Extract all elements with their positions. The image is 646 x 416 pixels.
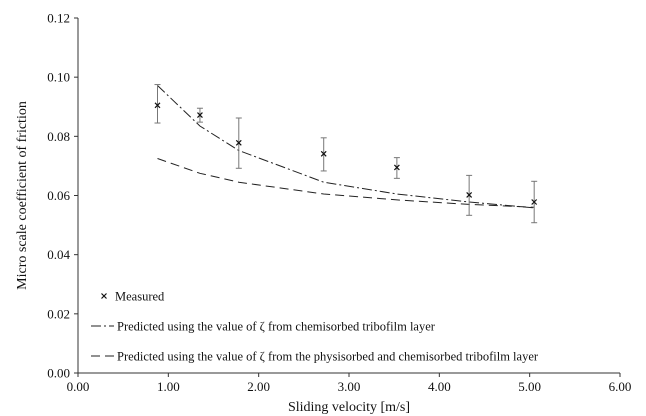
y-tick-label: 0.10 [47,70,70,85]
x-tick-label: 0.00 [67,379,90,394]
x-marker [235,139,242,146]
y-tick-label: 0.06 [47,188,70,203]
y-tick-label: 0.00 [47,366,70,381]
legend-label: Predicted using the value of ζ from chem… [117,320,436,334]
y-tick-label: 0.02 [47,306,70,321]
measured-point [393,157,400,179]
y-axis-ticks: 0.00 0.02 0.04 0.06 0.08 0.10 0.12 [47,11,78,381]
y-tick-label: 0.04 [47,247,70,262]
x-axis-title: Sliding velocity [m/s] [288,400,410,415]
series-line-chemisorbed [157,85,535,209]
legend-item: Measured [101,290,165,304]
x-axis-ticks: 0.00 1.00 2.00 3.00 4.00 5.00 6.00 [67,373,632,394]
x-marker [466,191,473,198]
x-tick-label: 2.00 [247,379,270,394]
prediction-lines [157,85,535,209]
y-tick-label: 0.08 [47,129,70,144]
legend-label: Measured [115,290,165,304]
x-marker [197,112,203,118]
x-marker [531,199,538,205]
legend: Measured Predicted using the value of ζ f… [91,290,539,364]
legend-item: Predicted using the value of ζ from the … [91,350,539,364]
legend-item: Predicted using the value of ζ from chem… [91,320,436,334]
measured-point [196,107,203,123]
x-tick-label: 3.00 [338,379,361,394]
measured-point [235,117,242,169]
x-tick-label: 1.00 [157,379,180,394]
measured-points [154,84,538,224]
x-tick-label: 6.00 [609,379,632,394]
x-tick-label: 4.00 [428,379,451,394]
x-marker [154,102,161,109]
x-marker [393,164,400,171]
measured-point [320,137,327,172]
y-axis-title: Micro scale coefficient of friction [15,101,30,290]
measured-point [154,84,161,124]
y-tick-label: 0.12 [47,11,70,26]
measured-point [531,180,538,224]
x-marker [320,150,327,157]
series-line-physisorbed-chemisorbed [157,158,535,208]
legend-marker-x [101,293,107,299]
legend-label: Predicted using the value of ζ from the … [117,350,539,364]
measured-point [466,174,473,216]
x-tick-label: 5.00 [518,379,541,394]
